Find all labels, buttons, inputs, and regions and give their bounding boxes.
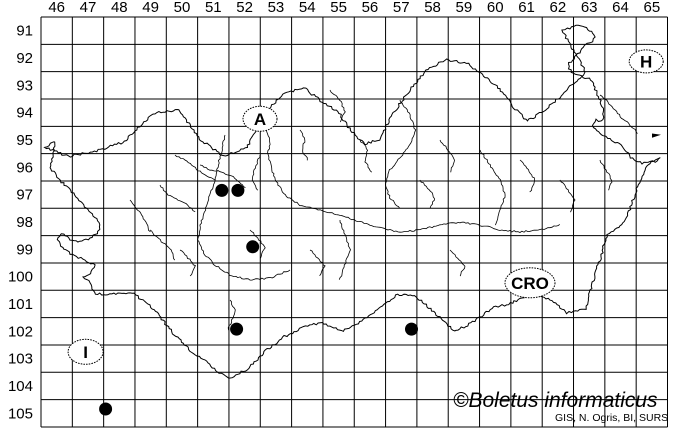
svg-text:96: 96: [16, 159, 33, 176]
svg-text:GIS, N. Ogris, BI, SURS: GIS, N. Ogris, BI, SURS: [555, 412, 668, 424]
svg-text:54: 54: [299, 0, 316, 16]
svg-text:©Boletus informaticus: ©Boletus informaticus: [453, 389, 658, 412]
svg-text:99: 99: [16, 241, 33, 258]
svg-text:64: 64: [612, 0, 629, 16]
svg-text:47: 47: [80, 0, 97, 16]
svg-text:93: 93: [16, 77, 33, 94]
svg-text:50: 50: [174, 0, 191, 16]
svg-text:63: 63: [581, 0, 598, 16]
svg-text:55: 55: [330, 0, 347, 16]
svg-text:98: 98: [16, 214, 33, 231]
svg-text:56: 56: [362, 0, 379, 16]
svg-text:57: 57: [393, 0, 410, 16]
svg-text:100: 100: [8, 269, 33, 286]
svg-text:53: 53: [268, 0, 285, 16]
svg-text:H: H: [640, 52, 652, 71]
svg-text:60: 60: [487, 0, 504, 16]
svg-text:92: 92: [16, 50, 33, 67]
svg-text:51: 51: [205, 0, 222, 16]
svg-text:52: 52: [236, 0, 253, 16]
svg-text:105: 105: [8, 405, 33, 422]
svg-text:58: 58: [424, 0, 441, 16]
svg-text:I: I: [83, 343, 88, 362]
svg-text:94: 94: [16, 105, 33, 122]
svg-text:95: 95: [16, 132, 33, 149]
svg-text:91: 91: [16, 23, 33, 40]
svg-text:59: 59: [456, 0, 473, 16]
svg-text:65: 65: [643, 0, 660, 16]
svg-text:61: 61: [518, 0, 535, 16]
svg-text:CRO: CRO: [511, 274, 549, 293]
svg-text:102: 102: [8, 323, 33, 340]
svg-text:103: 103: [8, 351, 33, 368]
svg-text:104: 104: [8, 378, 33, 395]
svg-text:62: 62: [550, 0, 567, 16]
svg-text:49: 49: [142, 0, 159, 16]
svg-text:48: 48: [111, 0, 128, 16]
svg-text:46: 46: [48, 0, 65, 16]
svg-text:97: 97: [16, 187, 33, 204]
svg-text:101: 101: [8, 296, 33, 313]
svg-text:A: A: [254, 110, 266, 129]
